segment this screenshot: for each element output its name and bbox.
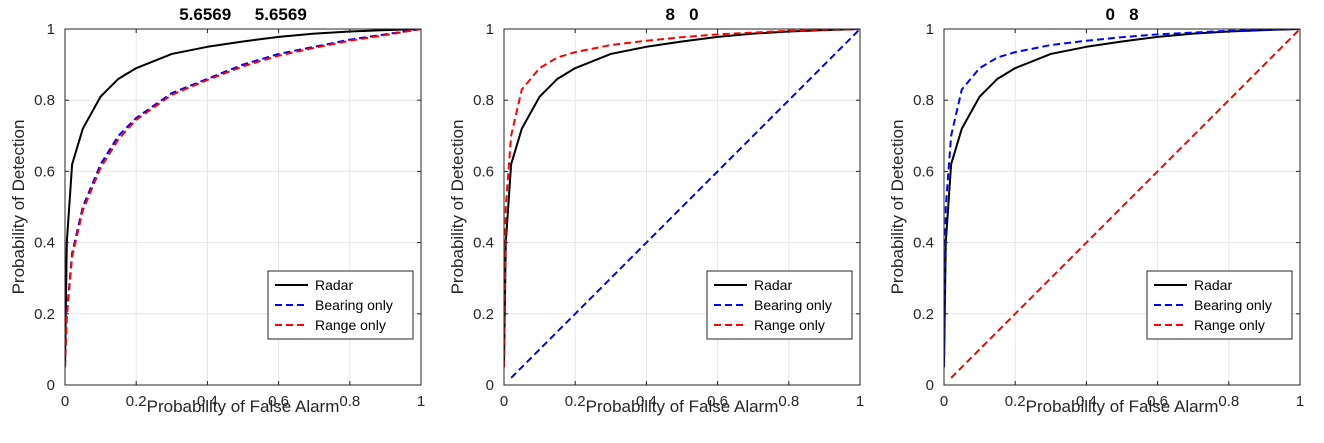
series-line-range-only (950, 29, 1300, 379)
series-group (65, 29, 421, 368)
y-tick-label: 0.8 (34, 92, 55, 109)
x-axis-label: Probability of False Alarm (1026, 397, 1219, 416)
legend-label: Range only (754, 317, 825, 333)
legend: Radar Bearing only Range only (267, 270, 414, 340)
series-group (944, 29, 1300, 379)
y-axis-label: Probability of Detection (9, 120, 28, 295)
x-axis-label: Probability of False Alarm (147, 397, 340, 416)
chart-panel-1: 0 0.2 0.4 0.6 0.8 1 0 0.2 0.4 0.6 0.8 1 Probability … (9, 5, 425, 416)
series-line-radar (944, 29, 1300, 368)
x-tick-label: 0 (61, 393, 69, 410)
x-tick-label: 1 (856, 393, 864, 410)
y-tick-label: 0.2 (473, 306, 494, 323)
y-axis-label: Probability of Detection (888, 120, 907, 295)
legend-label: Radar (754, 277, 792, 293)
series-group (504, 29, 860, 379)
y-tick-label: 0.4 (473, 235, 494, 252)
chart-title: 5.6569 5.6569 (179, 5, 307, 24)
y-tick-label: 0.6 (913, 163, 934, 180)
x-tick-label: 1 (417, 393, 425, 410)
legend: Radar Bearing only Range only (1146, 270, 1293, 340)
legend-label: Range only (1194, 317, 1265, 333)
y-tick-label: 0 (486, 377, 494, 394)
y-tick-label: 1 (926, 21, 934, 38)
x-tick-label: 1 (1296, 393, 1304, 410)
series-line-radar (65, 29, 421, 368)
y-axis-label: Probability of Detection (448, 120, 467, 295)
legend-label: Radar (315, 277, 353, 293)
series-line-bearing-only (510, 29, 860, 379)
chart-title: 0 8 (1105, 5, 1138, 24)
axes-box (943, 28, 1301, 386)
legend-label: Radar (1194, 277, 1232, 293)
x-tick-label: 0.2 (1005, 393, 1026, 410)
chart-panel-3: 0 0.2 0.4 0.6 0.8 1 0 0.2 0.4 0.6 0.8 1 Probability … (888, 5, 1304, 416)
y-tick-label: 0.4 (34, 235, 55, 252)
x-tick-label: 0.2 (126, 393, 147, 410)
chart-title: 8 0 (665, 5, 698, 24)
x-tick-label: 0.4 (636, 393, 657, 410)
x-tick-label: 0.6 (1147, 393, 1168, 410)
legend-label: Range only (315, 317, 386, 333)
x-tick-label: 0.8 (339, 393, 360, 410)
y-tick-label: 1 (486, 21, 494, 38)
axes-box (503, 28, 861, 386)
x-tick-label: 0.8 (778, 393, 799, 410)
legend-label: Bearing only (1194, 297, 1272, 313)
y-tick-label: 0.8 (473, 92, 494, 109)
x-tick-label: 0.4 (197, 393, 218, 410)
x-tick-label: 0.4 (1076, 393, 1097, 410)
chart-panel-2: 0 0.2 0.4 0.6 0.8 1 0 0.2 0.4 0.6 0.8 1 Probability … (448, 5, 864, 416)
y-tick-label: 1 (47, 21, 55, 38)
x-axis-label: Probability of False Alarm (586, 397, 779, 416)
x-tick-label: 0.8 (1218, 393, 1239, 410)
series-line-bearing-only (944, 29, 1300, 368)
y-tick-label: 0 (926, 377, 934, 394)
series-line-radar (504, 29, 860, 368)
y-tick-label: 0.6 (473, 163, 494, 180)
series-line-bearing-only (65, 29, 421, 368)
y-tick-label: 0 (47, 377, 55, 394)
legend: Radar Bearing only Range only (706, 270, 853, 340)
x-tick-label: 0.2 (565, 393, 586, 410)
series-line-range-only (504, 29, 860, 368)
y-tick-label: 0.8 (913, 92, 934, 109)
series-line-range-only (65, 29, 421, 368)
x-tick-label: 0 (500, 393, 508, 410)
x-tick-label: 0.6 (268, 393, 289, 410)
x-tick-label: 0 (940, 393, 948, 410)
y-tick-label: 0.4 (913, 235, 934, 252)
axes-box (64, 28, 422, 386)
x-tick-label: 0.6 (707, 393, 728, 410)
y-tick-label: 0.2 (34, 306, 55, 323)
legend-label: Bearing only (754, 297, 832, 313)
y-tick-label: 0.2 (913, 306, 934, 323)
legend-label: Bearing only (315, 297, 393, 313)
y-tick-label: 0.6 (34, 163, 55, 180)
